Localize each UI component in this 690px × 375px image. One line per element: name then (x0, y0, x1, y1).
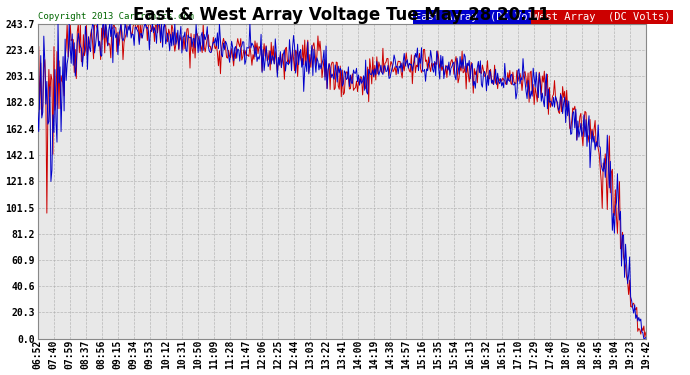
Text: East Array  (DC Volts): East Array (DC Volts) (415, 12, 552, 22)
Text: Copyright 2013 Cartronics.com: Copyright 2013 Cartronics.com (38, 12, 194, 21)
Text: West Array  (DC Volts): West Array (DC Volts) (533, 12, 671, 22)
Title: East & West Array Voltage Tue May 28 20:11: East & West Array Voltage Tue May 28 20:… (133, 6, 550, 24)
